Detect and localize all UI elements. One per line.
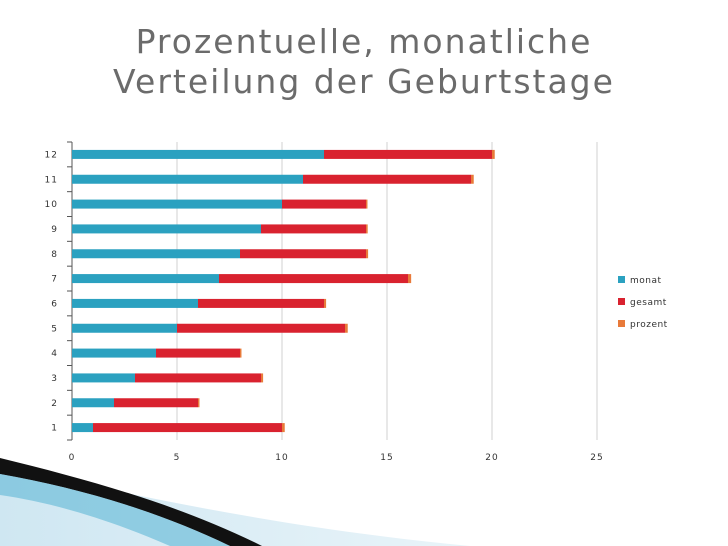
y-tick-label: 1	[51, 424, 58, 434]
bar-gesamt-8	[240, 249, 366, 259]
y-tick-label: 7	[51, 275, 58, 285]
chart-title: Prozentuelle, monatliche Verteilung der …	[0, 22, 728, 102]
bar-prozent-11	[471, 174, 474, 184]
x-tick-label: 0	[69, 453, 76, 463]
slide-decoration	[0, 458, 470, 546]
bar-prozent-7	[408, 274, 412, 284]
bar-monat-1	[72, 423, 93, 433]
bar-monat-9	[72, 224, 261, 234]
legend-swatch-prozent	[618, 320, 625, 327]
chart-title-line-2: Verteilung der Geburtstage	[113, 62, 615, 101]
bar-monat-2	[72, 398, 114, 408]
bar-gesamt-11	[303, 174, 471, 184]
x-tick-label: 25	[590, 453, 603, 463]
legend-label-prozent: prozent	[630, 320, 668, 330]
y-tick-label: 10	[45, 200, 58, 210]
bar-monat-11	[72, 174, 303, 184]
decor-swoosh-dark	[0, 458, 262, 546]
bar-gesamt-4	[156, 348, 240, 358]
bar-prozent-4	[240, 348, 242, 358]
bar-gesamt-3	[135, 373, 261, 383]
legend-label-monat: monat	[630, 276, 662, 286]
bar-gesamt-6	[198, 298, 324, 308]
bar-monat-5	[72, 323, 177, 333]
decor-swoosh-light	[0, 465, 470, 546]
bar-monat-3	[72, 373, 135, 383]
bar-monat-10	[72, 199, 282, 209]
bar-monat-12	[72, 149, 324, 159]
legend-swatch-gesamt	[618, 298, 625, 305]
bar-gesamt-1	[93, 423, 282, 433]
y-tick-label: 9	[51, 225, 58, 235]
y-tick-label: 3	[51, 374, 58, 384]
bar-prozent-1	[282, 423, 285, 433]
bar-prozent-10	[366, 199, 368, 209]
bar-gesamt-2	[114, 398, 198, 408]
decor-swoosh-blue	[0, 474, 230, 546]
bar-prozent-3	[261, 373, 264, 383]
legend-label-gesamt: gesamt	[630, 298, 667, 308]
bar-prozent-5	[345, 323, 348, 333]
bar-monat-4	[72, 348, 156, 358]
chart-title-line-1: Prozentuelle, monatliche	[135, 22, 593, 61]
y-tick-label: 4	[51, 349, 58, 359]
bar-prozent-8	[366, 249, 369, 259]
y-tick-label: 2	[51, 399, 58, 409]
bar-gesamt-5	[177, 323, 345, 333]
bar-gesamt-7	[219, 274, 408, 284]
bar-prozent-2	[198, 398, 200, 408]
bar-monat-6	[72, 298, 198, 308]
y-tick-label: 6	[51, 299, 58, 309]
x-tick-label: 5	[174, 453, 181, 463]
bar-prozent-6	[324, 298, 327, 308]
y-tick-label: 5	[51, 324, 58, 334]
y-tick-label: 12	[45, 150, 58, 160]
bar-monat-8	[72, 249, 240, 259]
x-tick-label: 20	[485, 453, 498, 463]
bar-gesamt-12	[324, 149, 492, 159]
x-tick-label: 15	[380, 453, 393, 463]
y-tick-label: 8	[51, 250, 58, 260]
x-tick-label: 10	[275, 453, 288, 463]
bar-gesamt-10	[282, 199, 366, 209]
bar-prozent-9	[366, 224, 368, 234]
bar-gesamt-9	[261, 224, 366, 234]
legend-swatch-monat	[618, 276, 625, 283]
y-tick-label: 11	[45, 175, 58, 185]
bar-monat-7	[72, 274, 219, 284]
bar-prozent-12	[492, 149, 495, 159]
